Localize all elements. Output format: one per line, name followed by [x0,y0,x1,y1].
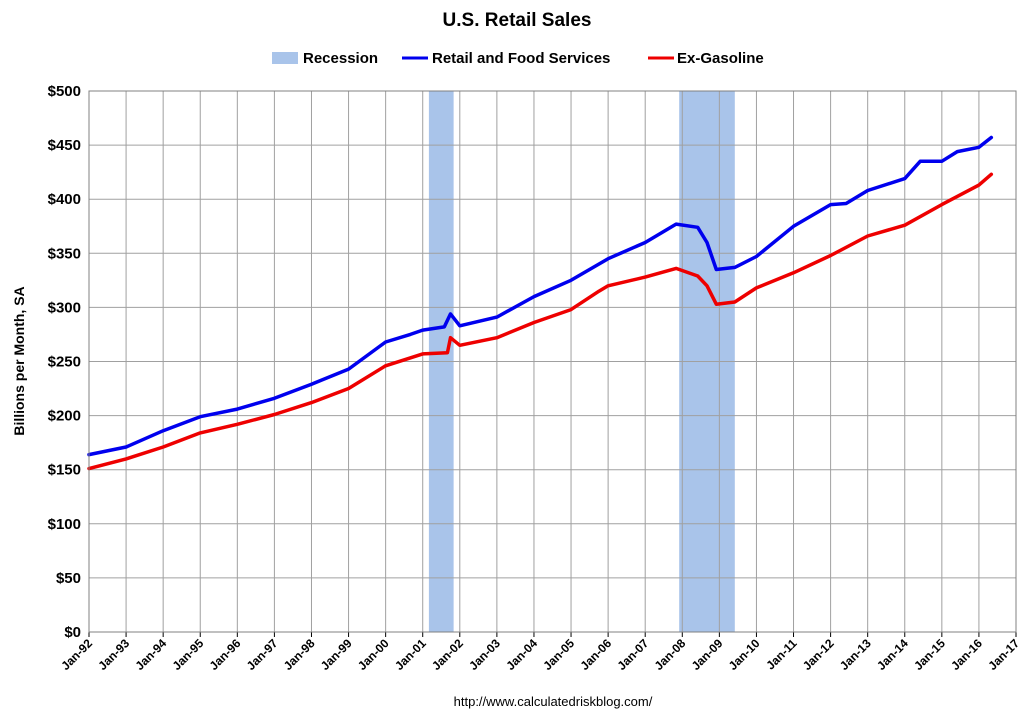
legend-swatch-recession [272,52,298,64]
x-tick-label: Jan-08 [652,636,689,673]
y-tick-label: $350 [48,245,81,262]
legend-label-ex-gasoline: Ex-Gasoline [677,50,764,67]
x-tick-label: Jan-13 [837,636,874,673]
x-tick-label: Jan-02 [429,636,466,673]
x-tick-label: Jan-10 [726,636,763,673]
y-tick-label: $200 [48,408,81,425]
axes [88,90,1017,637]
source-credit: http://www.calculatedriskblog.com/ [454,694,653,709]
y-tick-label: $300 [48,299,81,316]
y-tick-label: $100 [48,516,81,533]
x-tick-label: Jan-99 [318,636,355,673]
gridlines [88,90,1017,633]
x-tick-label: Jan-92 [58,636,95,673]
y-tick-label: $0 [64,624,81,641]
y-tick-label: $50 [56,570,81,587]
x-tick-label: Jan-14 [874,636,911,673]
x-tick-label: Jan-95 [170,636,207,673]
x-tick-label: Jan-11 [763,636,800,673]
legend-label-retail: Retail and Food Services [432,50,610,67]
legend: Recession Retail and Food Services Ex-Ga… [272,50,764,67]
x-tick-label: Jan-00 [355,636,392,673]
x-tick-label: Jan-06 [577,636,614,673]
x-tick-label: Jan-97 [244,636,281,673]
x-tick-label: Jan-05 [540,636,577,673]
x-tick-label: Jan-12 [800,636,837,673]
y-tick-labels: $0 $50 $100 $150 $200 $250 $300 $350 $400 $450 $50… [48,83,81,641]
x-tick-label: Jan-96 [207,636,244,673]
x-tick-label: Jan-94 [132,636,169,673]
x-tick-label: Jan-09 [689,636,726,673]
x-tick-label: Jan-01 [392,636,429,673]
x-tick-label: Jan-03 [466,636,503,673]
series-lines [87,135,994,471]
x-tick-label: Jan-93 [95,636,132,673]
x-tick-label: Jan-16 [948,636,985,673]
chart-title: U.S. Retail Sales [443,10,592,31]
x-tick-label: Jan-98 [281,636,318,673]
series-line-1 [87,172,994,471]
x-tick-label: Jan-17 [985,636,1022,673]
x-tick-label: Jan-07 [615,636,652,673]
y-tick-label: $450 [48,137,81,154]
y-tick-label: $500 [48,83,81,100]
x-tick-labels: Jan-92 Jan-93 Jan-94 Jan-95 Jan-96 Jan-97 Jan-… [58,636,1022,673]
x-tick-label: Jan-15 [911,636,948,673]
x-tick-label: Jan-04 [503,636,540,673]
legend-label-recession: Recession [303,50,378,67]
y-tick-label: $250 [48,354,81,371]
y-axis-label: Billions per Month, SA [11,286,27,435]
series-line-0 [87,135,994,457]
plot-frame [88,90,1017,633]
y-tick-label: $400 [48,191,81,208]
y-tick-label: $150 [48,462,81,479]
